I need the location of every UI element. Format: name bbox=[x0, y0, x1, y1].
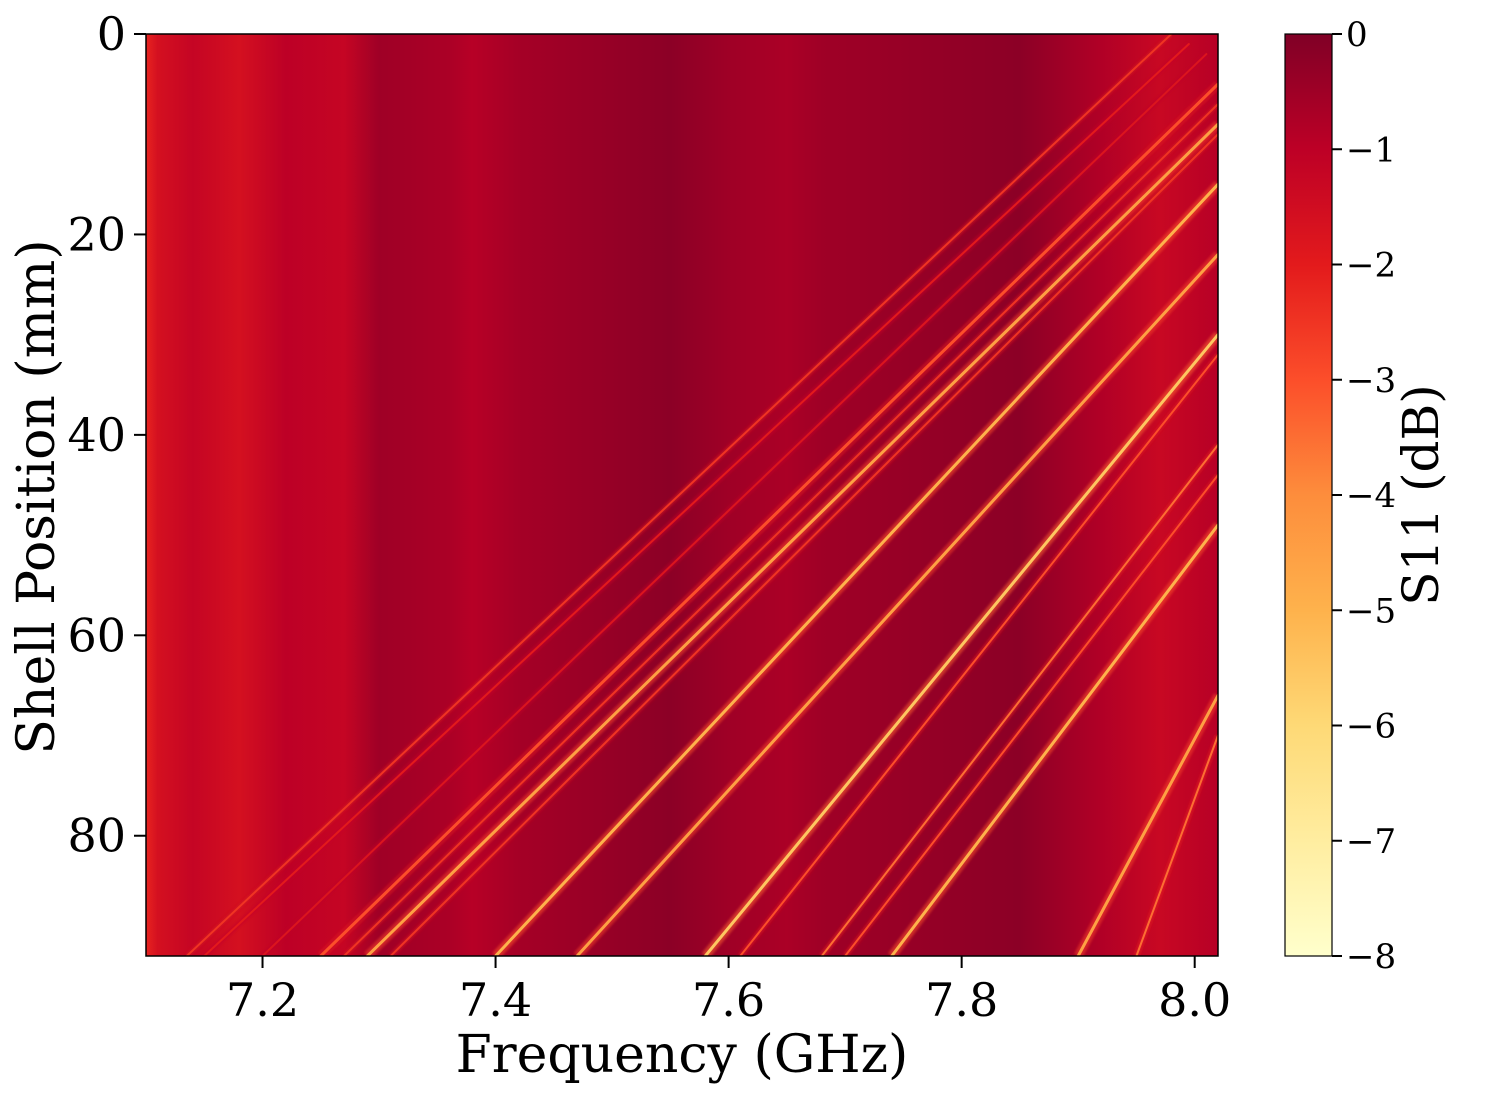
x-axis: 7.2 7.4 7.6 7.8 8.0 bbox=[226, 956, 1231, 1027]
colorbar-tick-label: −3 bbox=[1346, 361, 1396, 401]
colorbar-tick-label: −8 bbox=[1346, 937, 1396, 977]
resonance-trace bbox=[1076, 693, 1218, 956]
y-tick-label: 0 bbox=[97, 7, 126, 61]
x-tick-label: 8.0 bbox=[1158, 973, 1231, 1027]
y-tick-label: 60 bbox=[67, 608, 126, 662]
y-tick-label: 80 bbox=[67, 809, 126, 863]
y-tick-label: 20 bbox=[67, 207, 126, 261]
resonance-trace bbox=[319, 82, 1218, 956]
resonance-trace bbox=[389, 133, 1218, 956]
resonance-trace bbox=[203, 43, 1190, 956]
colorbar-tick-label: −1 bbox=[1346, 130, 1396, 170]
y-tick-label: 40 bbox=[67, 408, 126, 462]
colorbar-tick-label: −5 bbox=[1346, 591, 1396, 631]
resonance-trace bbox=[185, 34, 1173, 956]
resonance-trace bbox=[365, 122, 1218, 956]
x-tick-label: 7.2 bbox=[226, 973, 299, 1027]
x-tick-label: 7.8 bbox=[925, 973, 998, 1027]
resonance-trace bbox=[494, 182, 1218, 956]
resonance-trace bbox=[739, 353, 1218, 956]
x-axis-title: Frequency (GHz) bbox=[456, 1025, 909, 1085]
resonance-trace bbox=[343, 103, 1218, 956]
colorbar-tick-label: −4 bbox=[1346, 476, 1396, 516]
resonance-trace bbox=[1135, 734, 1218, 956]
colorbar-fill bbox=[1284, 33, 1333, 957]
colorbar-ticks: 0 −1 −2 −3 −4 −5 −6 −7 −8 bbox=[1332, 15, 1396, 977]
resonance-trace bbox=[890, 523, 1218, 956]
resonance-traces bbox=[184, 34, 1218, 956]
resonance-trace bbox=[820, 443, 1218, 956]
x-tick-label: 7.6 bbox=[692, 973, 765, 1027]
plot-frame bbox=[145, 33, 1219, 957]
y-axis: 0 20 40 60 80 bbox=[67, 7, 146, 863]
resonance-trace bbox=[844, 473, 1218, 956]
plot-area bbox=[145, 33, 1219, 957]
y-axis-title: Shell Position (mm) bbox=[7, 239, 67, 754]
resonance-trace bbox=[703, 333, 1218, 956]
colorbar-title: S11 (dB) bbox=[1392, 384, 1450, 606]
x-tick-label: 7.4 bbox=[459, 973, 532, 1027]
colorbar-tick-label: −2 bbox=[1346, 246, 1396, 286]
colorbar-tick-label: −6 bbox=[1346, 707, 1396, 747]
colorbar: 0 −1 −2 −3 −4 −5 −6 −7 −8 S11 (dB) bbox=[1284, 15, 1450, 977]
colorbar-tick-label: −7 bbox=[1346, 822, 1396, 862]
resonance-trace bbox=[261, 53, 1208, 956]
resonance-trace bbox=[575, 252, 1218, 956]
colorbar-tick-label: 0 bbox=[1346, 15, 1368, 55]
